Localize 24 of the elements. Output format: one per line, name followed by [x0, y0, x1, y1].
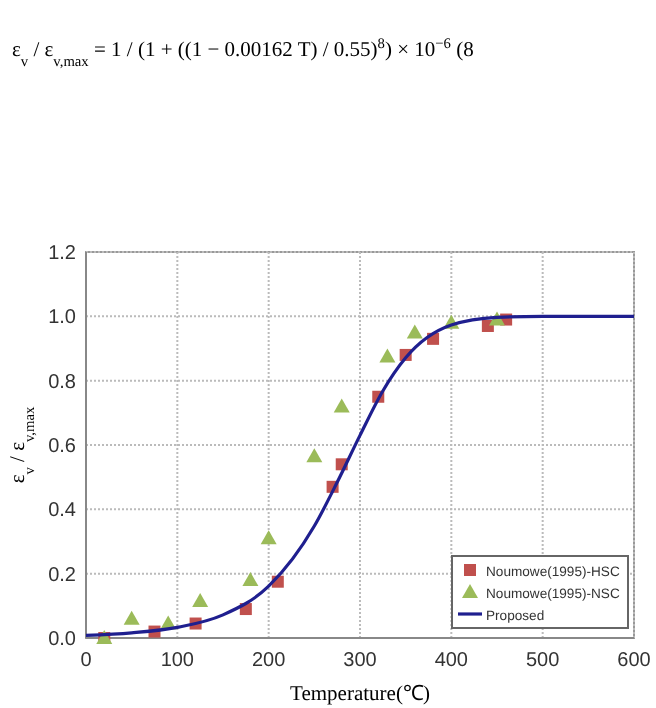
point — [260, 530, 277, 545]
x-tick-label: 500 — [525, 650, 561, 672]
x-tick-label: 100 — [160, 650, 195, 672]
x-axis-title: Temperature(℃) — [290, 684, 431, 706]
y-tick-label: 0.2 — [48, 564, 77, 587]
point — [333, 398, 350, 413]
y-tick-label: 0.6 — [48, 436, 77, 458]
point — [242, 572, 259, 587]
y-tick-label: 0.8 — [48, 371, 77, 394]
point — [406, 324, 423, 339]
x-tick-label: 300 — [343, 650, 378, 672]
y-tick-label: 1.2 — [48, 243, 77, 265]
y-tick-label: 0.0 — [48, 629, 77, 651]
y-tick-label: 1.0 — [48, 307, 77, 330]
x-tick-label: 600 — [617, 650, 652, 672]
point — [379, 348, 396, 363]
x-tick-label: 0 — [80, 650, 93, 672]
x-tick-label: 200 — [251, 650, 287, 672]
text: ε$_{v}$ / ε$_{v,max}$ = 1 / (1 + ((1 − 0.00162 T) / 0.55)$^{8}$) × 10$^{−6}$ (8 — [12, 33, 474, 69]
x-tick-label: 400 — [434, 650, 469, 672]
y-tick-label: 0.4 — [48, 500, 77, 523]
point — [192, 593, 209, 608]
point — [123, 610, 140, 625]
point — [306, 448, 323, 463]
